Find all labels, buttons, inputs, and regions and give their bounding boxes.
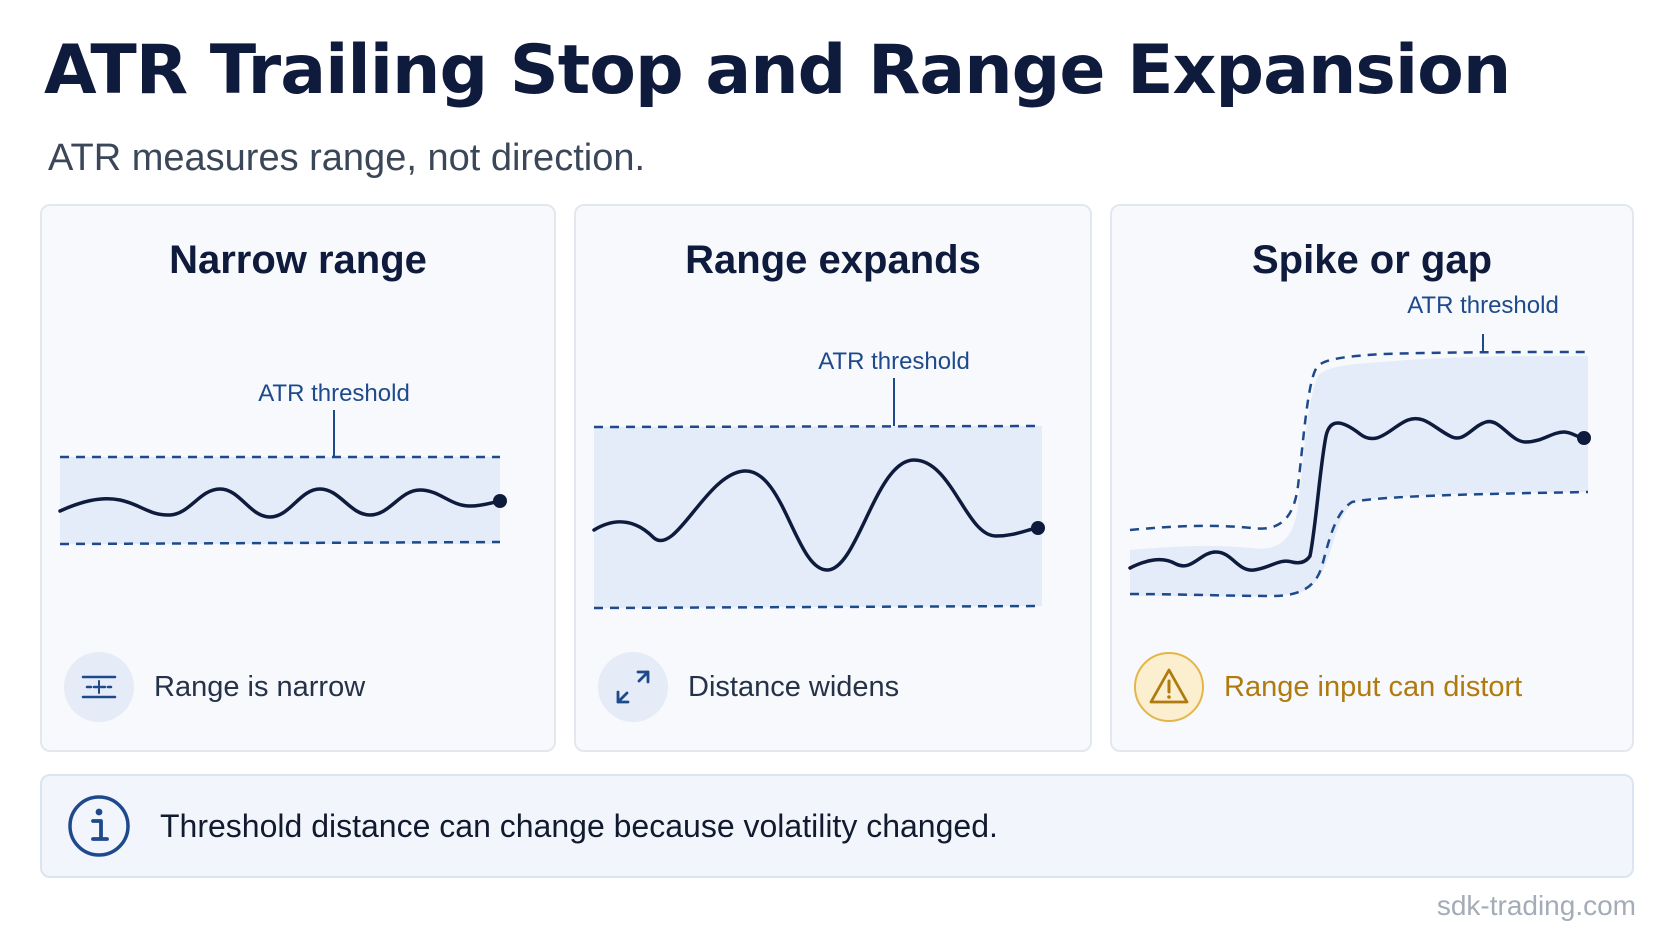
narrow-range-icon xyxy=(64,652,134,722)
panel-title: Spike or gap xyxy=(1251,238,1493,282)
panel-title: Range expands xyxy=(685,238,981,282)
narrow-range-diagram: ATR threshold xyxy=(58,380,507,546)
threshold-label: ATR threshold xyxy=(258,380,410,407)
atr-band xyxy=(60,457,500,544)
upper-threshold-line xyxy=(593,424,1043,429)
spike-or-gap-diagram: ATR threshold xyxy=(1128,292,1591,598)
caption-text: Range is narrow xyxy=(154,670,366,703)
price-line xyxy=(58,487,502,519)
atr-band xyxy=(1130,356,1588,597)
caption-row: Distance widens xyxy=(598,652,899,722)
price-line xyxy=(592,458,1040,572)
atr-band xyxy=(594,426,1042,608)
caption-text: Range input can distort xyxy=(1224,670,1523,703)
info-icon xyxy=(68,795,130,857)
warning-icon xyxy=(1134,652,1204,722)
threshold-label: ATR threshold xyxy=(1407,292,1559,319)
price-line xyxy=(1128,416,1586,572)
lower-threshold-line xyxy=(593,604,1043,610)
caption-row: Range is narrow xyxy=(64,652,365,722)
price-endpoint xyxy=(493,494,507,508)
range-expands-diagram: ATR threshold xyxy=(592,348,1045,610)
lower-threshold-line xyxy=(1129,490,1589,598)
panel-title: Narrow range xyxy=(169,238,427,282)
panel-range-expands: Range expands ATR threshold Distance wid… xyxy=(574,204,1092,752)
watermark: sdk-trading.com xyxy=(1436,890,1636,921)
panel-spike-or-gap: Spike or gap ATR threshold Range input c… xyxy=(1110,204,1634,752)
caption-row: Range input can distort xyxy=(1134,652,1522,722)
caption-text: Distance widens xyxy=(688,670,900,703)
page-title: ATR Trailing Stop and Range Expansion xyxy=(44,31,1511,110)
page-subtitle: ATR measures range, not direction. xyxy=(48,137,646,179)
info-note: Threshold distance can change because vo… xyxy=(40,774,1634,878)
expand-arrows-icon xyxy=(598,652,668,722)
note-text: Threshold distance can change because vo… xyxy=(160,807,998,844)
price-endpoint xyxy=(1577,431,1591,445)
price-endpoint xyxy=(1031,521,1045,535)
threshold-label: ATR threshold xyxy=(818,348,970,375)
upper-threshold-line xyxy=(1129,350,1589,532)
panel-narrow-range: Narrow range ATR threshold Range is narr… xyxy=(40,204,556,752)
